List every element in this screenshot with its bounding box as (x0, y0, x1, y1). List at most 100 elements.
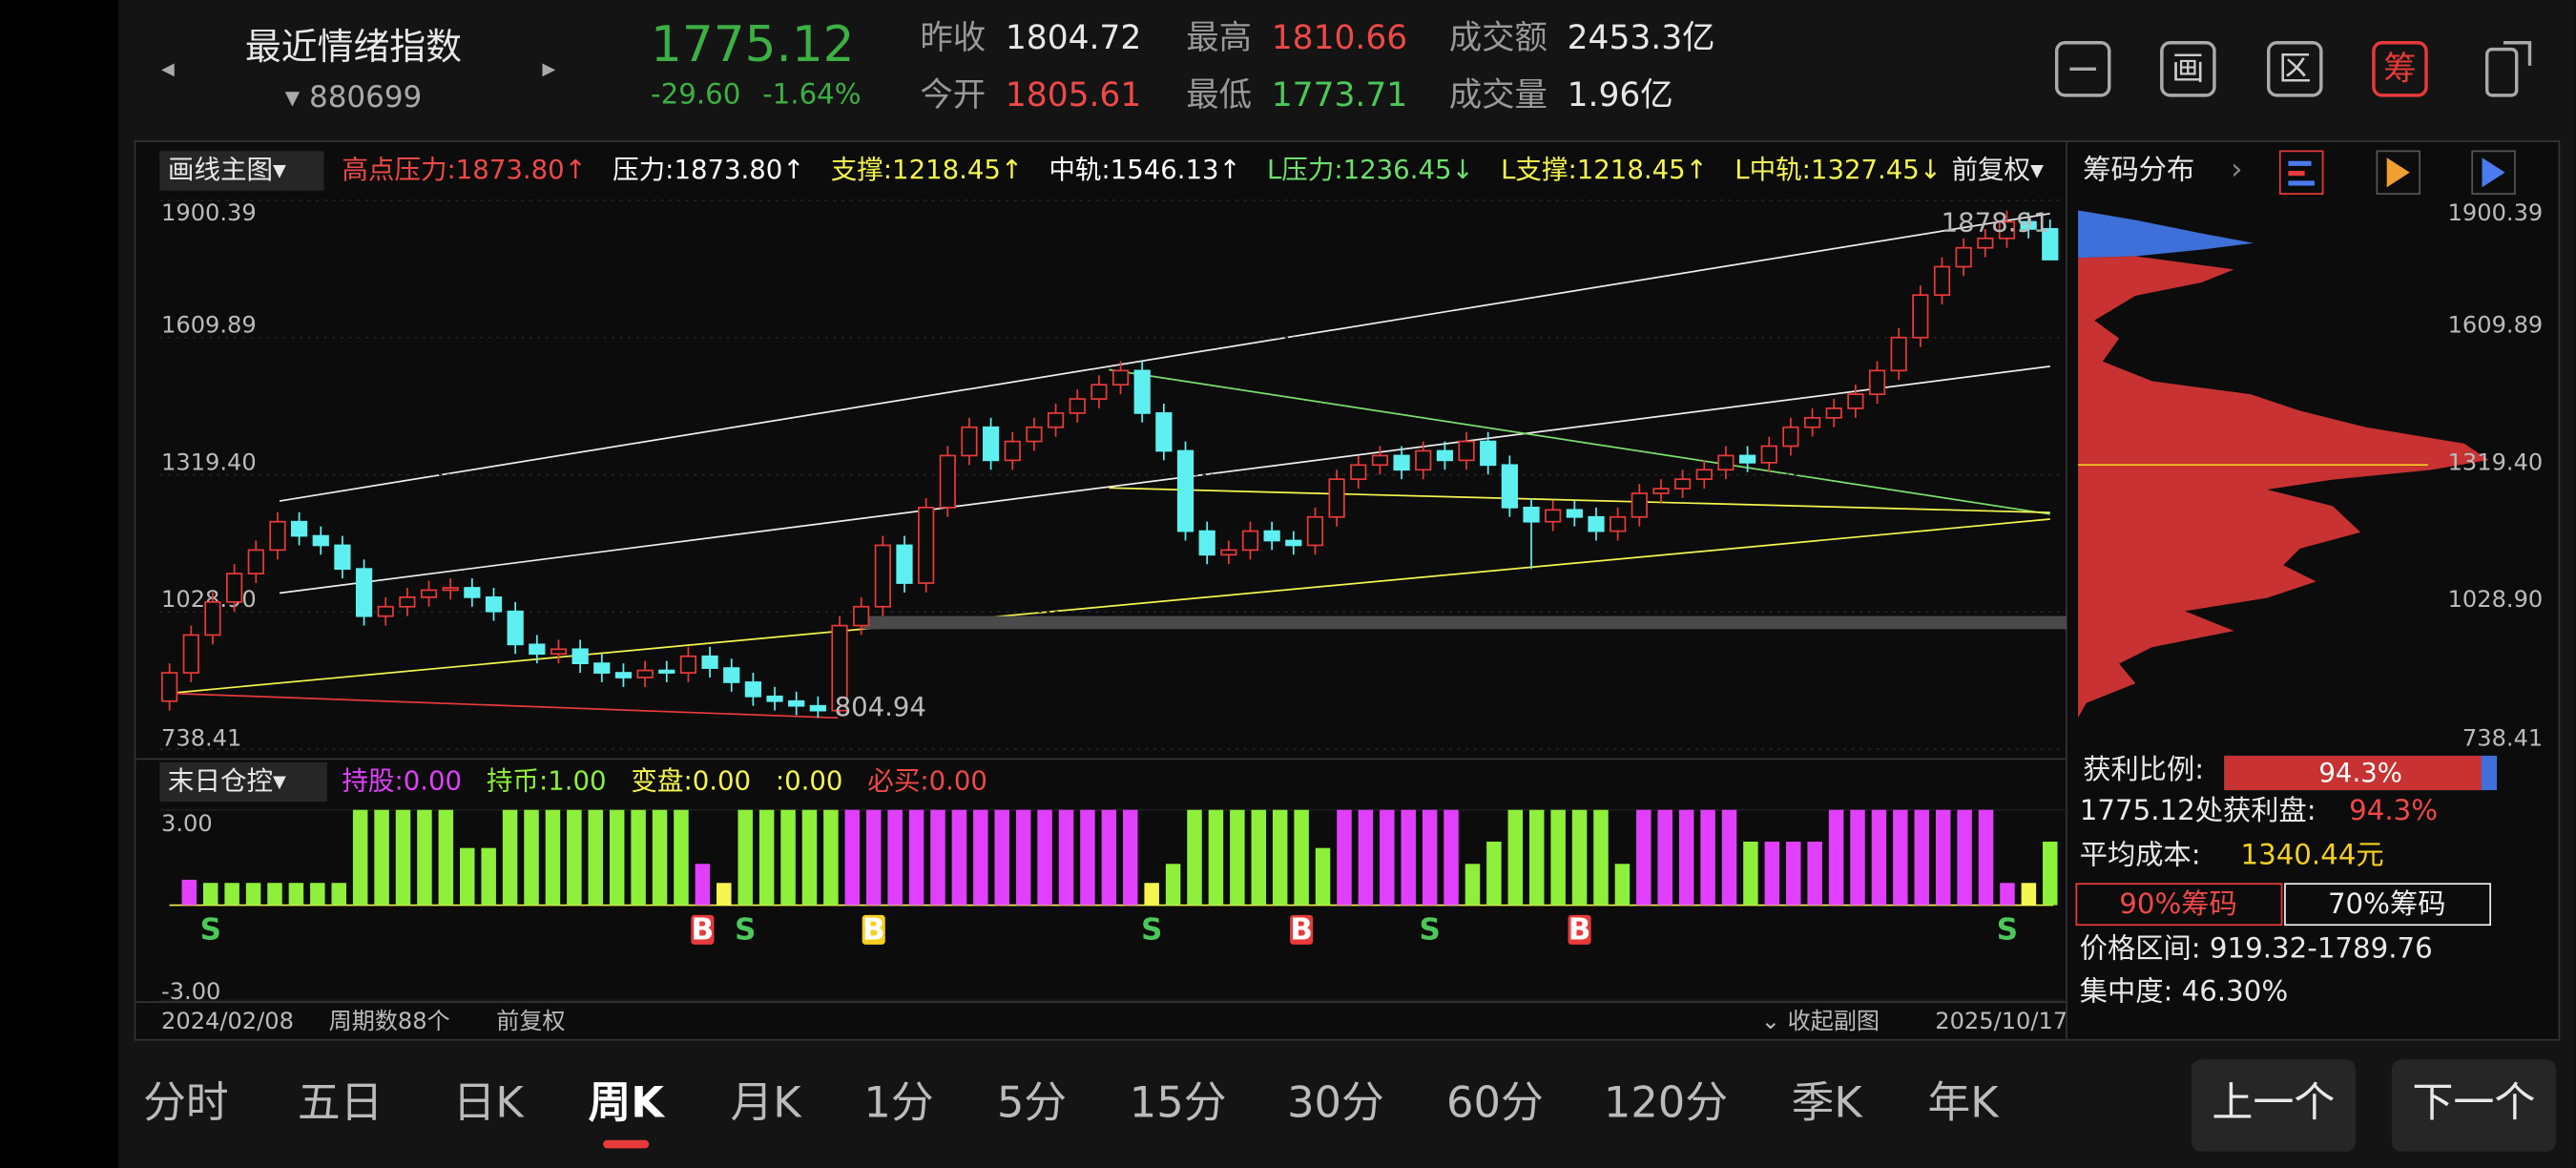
stat-label: 成交量 (1449, 76, 1548, 115)
tab[interactable]: 30分 (1287, 1077, 1384, 1128)
indicator-bar (887, 809, 903, 906)
tab[interactable]: 分时 (143, 1077, 229, 1128)
stat-value: 1810.66 (1272, 19, 1407, 57)
tab[interactable]: 日K (453, 1077, 526, 1128)
indicator-bar (844, 809, 861, 906)
indicator-label: L中轨:1327.45↓ (1735, 155, 1942, 185)
indicator-label: 压力:1873.80↑ (613, 155, 804, 185)
candle-body (853, 605, 870, 627)
candle-body (1047, 412, 1065, 428)
next-arrow[interactable]: ▸ (542, 52, 555, 83)
indicator-bar (908, 809, 924, 906)
chevron[interactable]: › (2231, 153, 2242, 187)
tab[interactable]: 五日 (298, 1077, 384, 1128)
icon[interactable] (2372, 41, 2428, 97)
tab[interactable]: 年K (1927, 1077, 2000, 1128)
candle-body (1652, 488, 1670, 494)
candle-body (939, 454, 956, 509)
indicator-bar (1251, 809, 1267, 906)
tab[interactable]: 15分 (1130, 1077, 1227, 1128)
button[interactable] (2284, 883, 2492, 927)
indicator-label: 支撑:1218.45↑ (831, 155, 1023, 185)
indicator-bar (181, 879, 197, 906)
icon-label: 筹 (2383, 51, 2416, 89)
icon[interactable] (2278, 150, 2324, 195)
indicator-bar (1507, 809, 1524, 906)
indicator-bar (1893, 809, 1908, 906)
icon[interactable] (2471, 150, 2516, 195)
candle-body (1436, 449, 1454, 462)
candle-body (1717, 454, 1735, 471)
avg-label: 平均成本: (2080, 838, 2201, 870)
indicator-bar (460, 847, 475, 906)
menu-box[interactable] (159, 151, 324, 191)
collapse[interactable]: ⌄ 收起副图 (1761, 1008, 1880, 1034)
adjust-menu[interactable]: 前复权▾ (1951, 155, 2044, 185)
index-code: ▾ 880699 (285, 80, 423, 115)
indicator-bar (1144, 883, 1159, 906)
icon[interactable] (2160, 41, 2216, 97)
indicator-bar (1978, 809, 1994, 906)
candle-body (204, 600, 221, 636)
indicator-bar (417, 809, 432, 906)
price-annotation: 1878.91 (1942, 207, 2050, 238)
indicator-bar (1657, 809, 1672, 906)
stat-label: 最低 (1186, 76, 1252, 115)
main-menu[interactable]: 画线主图▾ (168, 155, 286, 185)
signal-box (1568, 914, 1591, 945)
indicator-bar (1935, 809, 1951, 906)
tab[interactable]: 月K (731, 1077, 803, 1128)
candle-body (593, 662, 611, 674)
tab[interactable]: 1分 (863, 1077, 933, 1128)
icon[interactable] (2484, 47, 2519, 97)
indicator-label: 高点压力:1873.80↑ (342, 155, 586, 185)
candle-body (161, 672, 178, 702)
indicator-bar (202, 883, 218, 906)
y-tick-label: 1900.39 (161, 199, 257, 226)
periods: 周期数88个 (329, 1008, 450, 1034)
button-label[interactable]: 下一个 (2412, 1079, 2535, 1127)
tab[interactable]: 季K (1792, 1077, 1864, 1128)
candle-body (701, 655, 718, 669)
icon[interactable] (2267, 41, 2323, 97)
indicator-bar (1743, 841, 1758, 906)
button[interactable] (2391, 1059, 2557, 1152)
icon[interactable] (2376, 150, 2420, 195)
y-tick-label: 3.00 (161, 810, 213, 837)
indicator-label: :0.00 (776, 765, 843, 796)
candle-body (1977, 237, 1994, 249)
index-name: 最近情绪指数 (245, 26, 462, 68)
indicator-bar (2000, 883, 2015, 906)
tab[interactable]: 5分 (997, 1077, 1067, 1128)
sub-menu[interactable]: 末日仓控▾ (168, 765, 286, 796)
indicator-label: 持股:0.00 (342, 765, 462, 796)
button[interactable] (2191, 1059, 2356, 1152)
concentration: 集中度: 46.30% (2080, 974, 2288, 1007)
tab[interactable]: 周K (589, 1077, 667, 1128)
button[interactable] (2075, 883, 2283, 927)
indicator-bar (1444, 809, 1459, 906)
trend-line (279, 365, 2050, 594)
button-label[interactable]: 上一个 (2212, 1079, 2335, 1127)
prev-arrow[interactable]: ◂ (161, 52, 175, 83)
candle-body (1760, 445, 1777, 464)
signal: S (1419, 913, 1440, 948)
icon[interactable] (2054, 41, 2111, 97)
candle-body (1220, 549, 1237, 556)
indicator-bar (502, 809, 518, 906)
candle-body (636, 669, 654, 678)
indicator-bar (1208, 809, 1224, 906)
tab[interactable]: 60分 (1446, 1077, 1544, 1128)
tab[interactable]: 120分 (1604, 1077, 1728, 1128)
indicator-bar (865, 809, 882, 906)
indicator-bar (1165, 864, 1181, 906)
menu-box[interactable] (159, 761, 327, 803)
candle-body (1501, 464, 1518, 509)
y-tick-label: 1319.40 (2448, 448, 2544, 475)
y-tick-label: 738.41 (161, 725, 241, 752)
indicator-bar (288, 883, 304, 906)
profit-at: 1775.12处获利盘: (2080, 794, 2316, 826)
trend-lines (169, 212, 2067, 720)
candle-body (961, 426, 978, 457)
